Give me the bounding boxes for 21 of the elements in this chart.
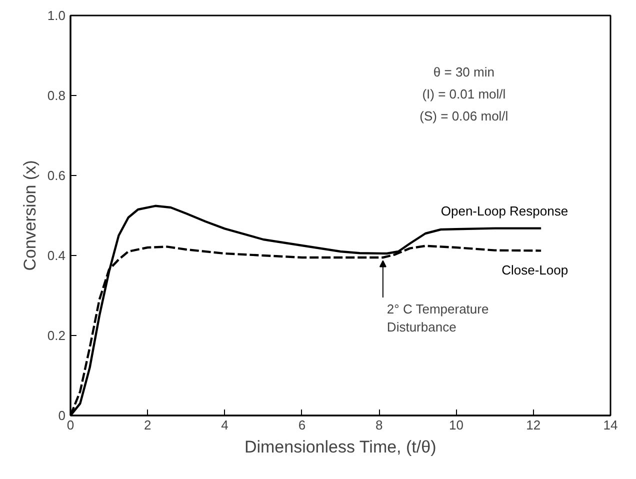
annotation: 2° C Temperature Disturbance — [386, 302, 489, 334]
series-label: Close-Loop — [502, 262, 568, 278]
annotation: θ = 30 min — [433, 64, 494, 80]
y-tick-label: 0.2 — [47, 328, 66, 343]
x-tick-label: 12 — [526, 418, 541, 432]
x-tick-label: 4 — [221, 418, 228, 432]
x-tick-label: 8 — [375, 418, 383, 432]
x-tick-label: 14 — [603, 418, 618, 432]
annotation: (S) = 0.06 mol/l — [420, 108, 508, 124]
y-tick-label: 1.0 — [47, 8, 66, 23]
y-tick-label: 0 — [58, 408, 66, 423]
x-tick-label: 2 — [144, 418, 152, 432]
y-tick-label: 0.8 — [47, 88, 66, 103]
y-tick-label: 0.6 — [47, 168, 66, 183]
x-tick-label: 10 — [448, 418, 464, 432]
x-tick-label: 6 — [298, 418, 306, 432]
x-axis-title: Dimensionless Time, (t/θ) — [244, 438, 436, 456]
y-axis-title: Conversion (x) — [20, 160, 40, 271]
series-label: Open-Loop Response — [440, 203, 568, 218]
y-tick-label: 0.4 — [47, 248, 66, 263]
annotation: (I) = 0.01 mol/l — [422, 86, 506, 102]
